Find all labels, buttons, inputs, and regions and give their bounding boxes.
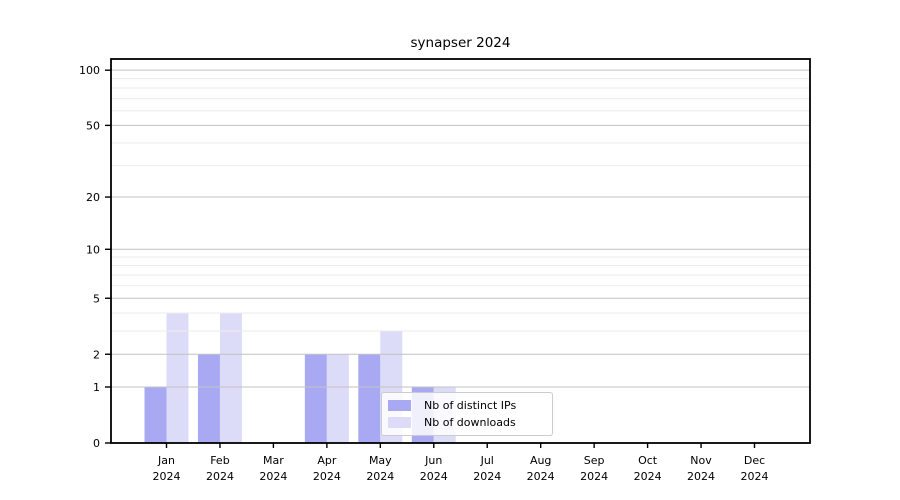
x-tick-label-year: 2024 [206, 470, 234, 483]
x-tick-label-year: 2024 [153, 470, 181, 483]
bar-downloads-jan [166, 312, 189, 443]
legend-swatch-distinct-ips [388, 400, 411, 411]
bar-distinct-ips-may [358, 354, 381, 443]
y-tick-label: 50 [86, 119, 100, 132]
legend-swatch-downloads [388, 417, 411, 428]
x-tick-label-month: Nov [690, 454, 712, 467]
x-tick-label-year: 2024 [473, 470, 501, 483]
legend-label-downloads: Nb of downloads [424, 416, 516, 429]
y-tick-label: 2 [93, 348, 100, 361]
x-tick-label-month: Mar [263, 454, 284, 467]
x-tick-label-year: 2024 [366, 470, 394, 483]
bar-distinct-ips-apr [304, 354, 327, 443]
y-tick-label: 1 [93, 381, 100, 394]
plot-border [110, 58, 811, 444]
x-tick-label-year: 2024 [527, 470, 555, 483]
legend-item-downloads: Nb of downloads [388, 414, 546, 431]
y-tick-label: 20 [86, 191, 100, 204]
chart-title: synapser 2024 [410, 35, 511, 51]
x-tick-label-month: Aug [530, 454, 551, 467]
x-tick-label-year: 2024 [259, 470, 287, 483]
x-tick-label-year: 2024 [313, 470, 341, 483]
x-tick-label-month: Jul [480, 454, 494, 467]
legend-item-distinct-ips: Nb of distinct IPs [388, 397, 546, 414]
x-tick-label-month: Jan [157, 454, 175, 467]
x-tick-label-year: 2024 [420, 470, 448, 483]
y-tick-label: 10 [86, 243, 100, 256]
x-tick-label-month: Jun [424, 454, 442, 467]
x-tick-label-year: 2024 [580, 470, 608, 483]
y-tick-label: 100 [79, 64, 100, 77]
y-tick-label: 0 [93, 437, 100, 450]
bar-distinct-ips-feb [197, 354, 220, 443]
chart-legend: Nb of distinct IPs Nb of downloads [381, 392, 553, 436]
x-tick-label-month: Apr [317, 454, 337, 467]
x-tick-label-year: 2024 [687, 470, 715, 483]
bar-distinct-ips-jan [144, 387, 167, 443]
y-tick-label: 5 [93, 292, 100, 305]
x-tick-label-month: Feb [210, 454, 229, 467]
x-tick-label-month: Oct [638, 454, 658, 467]
bar-downloads-apr [326, 354, 349, 443]
x-tick-label-month: Sep [584, 454, 605, 467]
x-tick-label-month: May [369, 454, 392, 467]
x-tick-label-year: 2024 [741, 470, 769, 483]
x-tick-label-year: 2024 [634, 470, 662, 483]
bar-downloads-feb [219, 312, 242, 443]
x-tick-label-month: Dec [744, 454, 765, 467]
legend-label-distinct-ips: Nb of distinct IPs [424, 399, 517, 412]
